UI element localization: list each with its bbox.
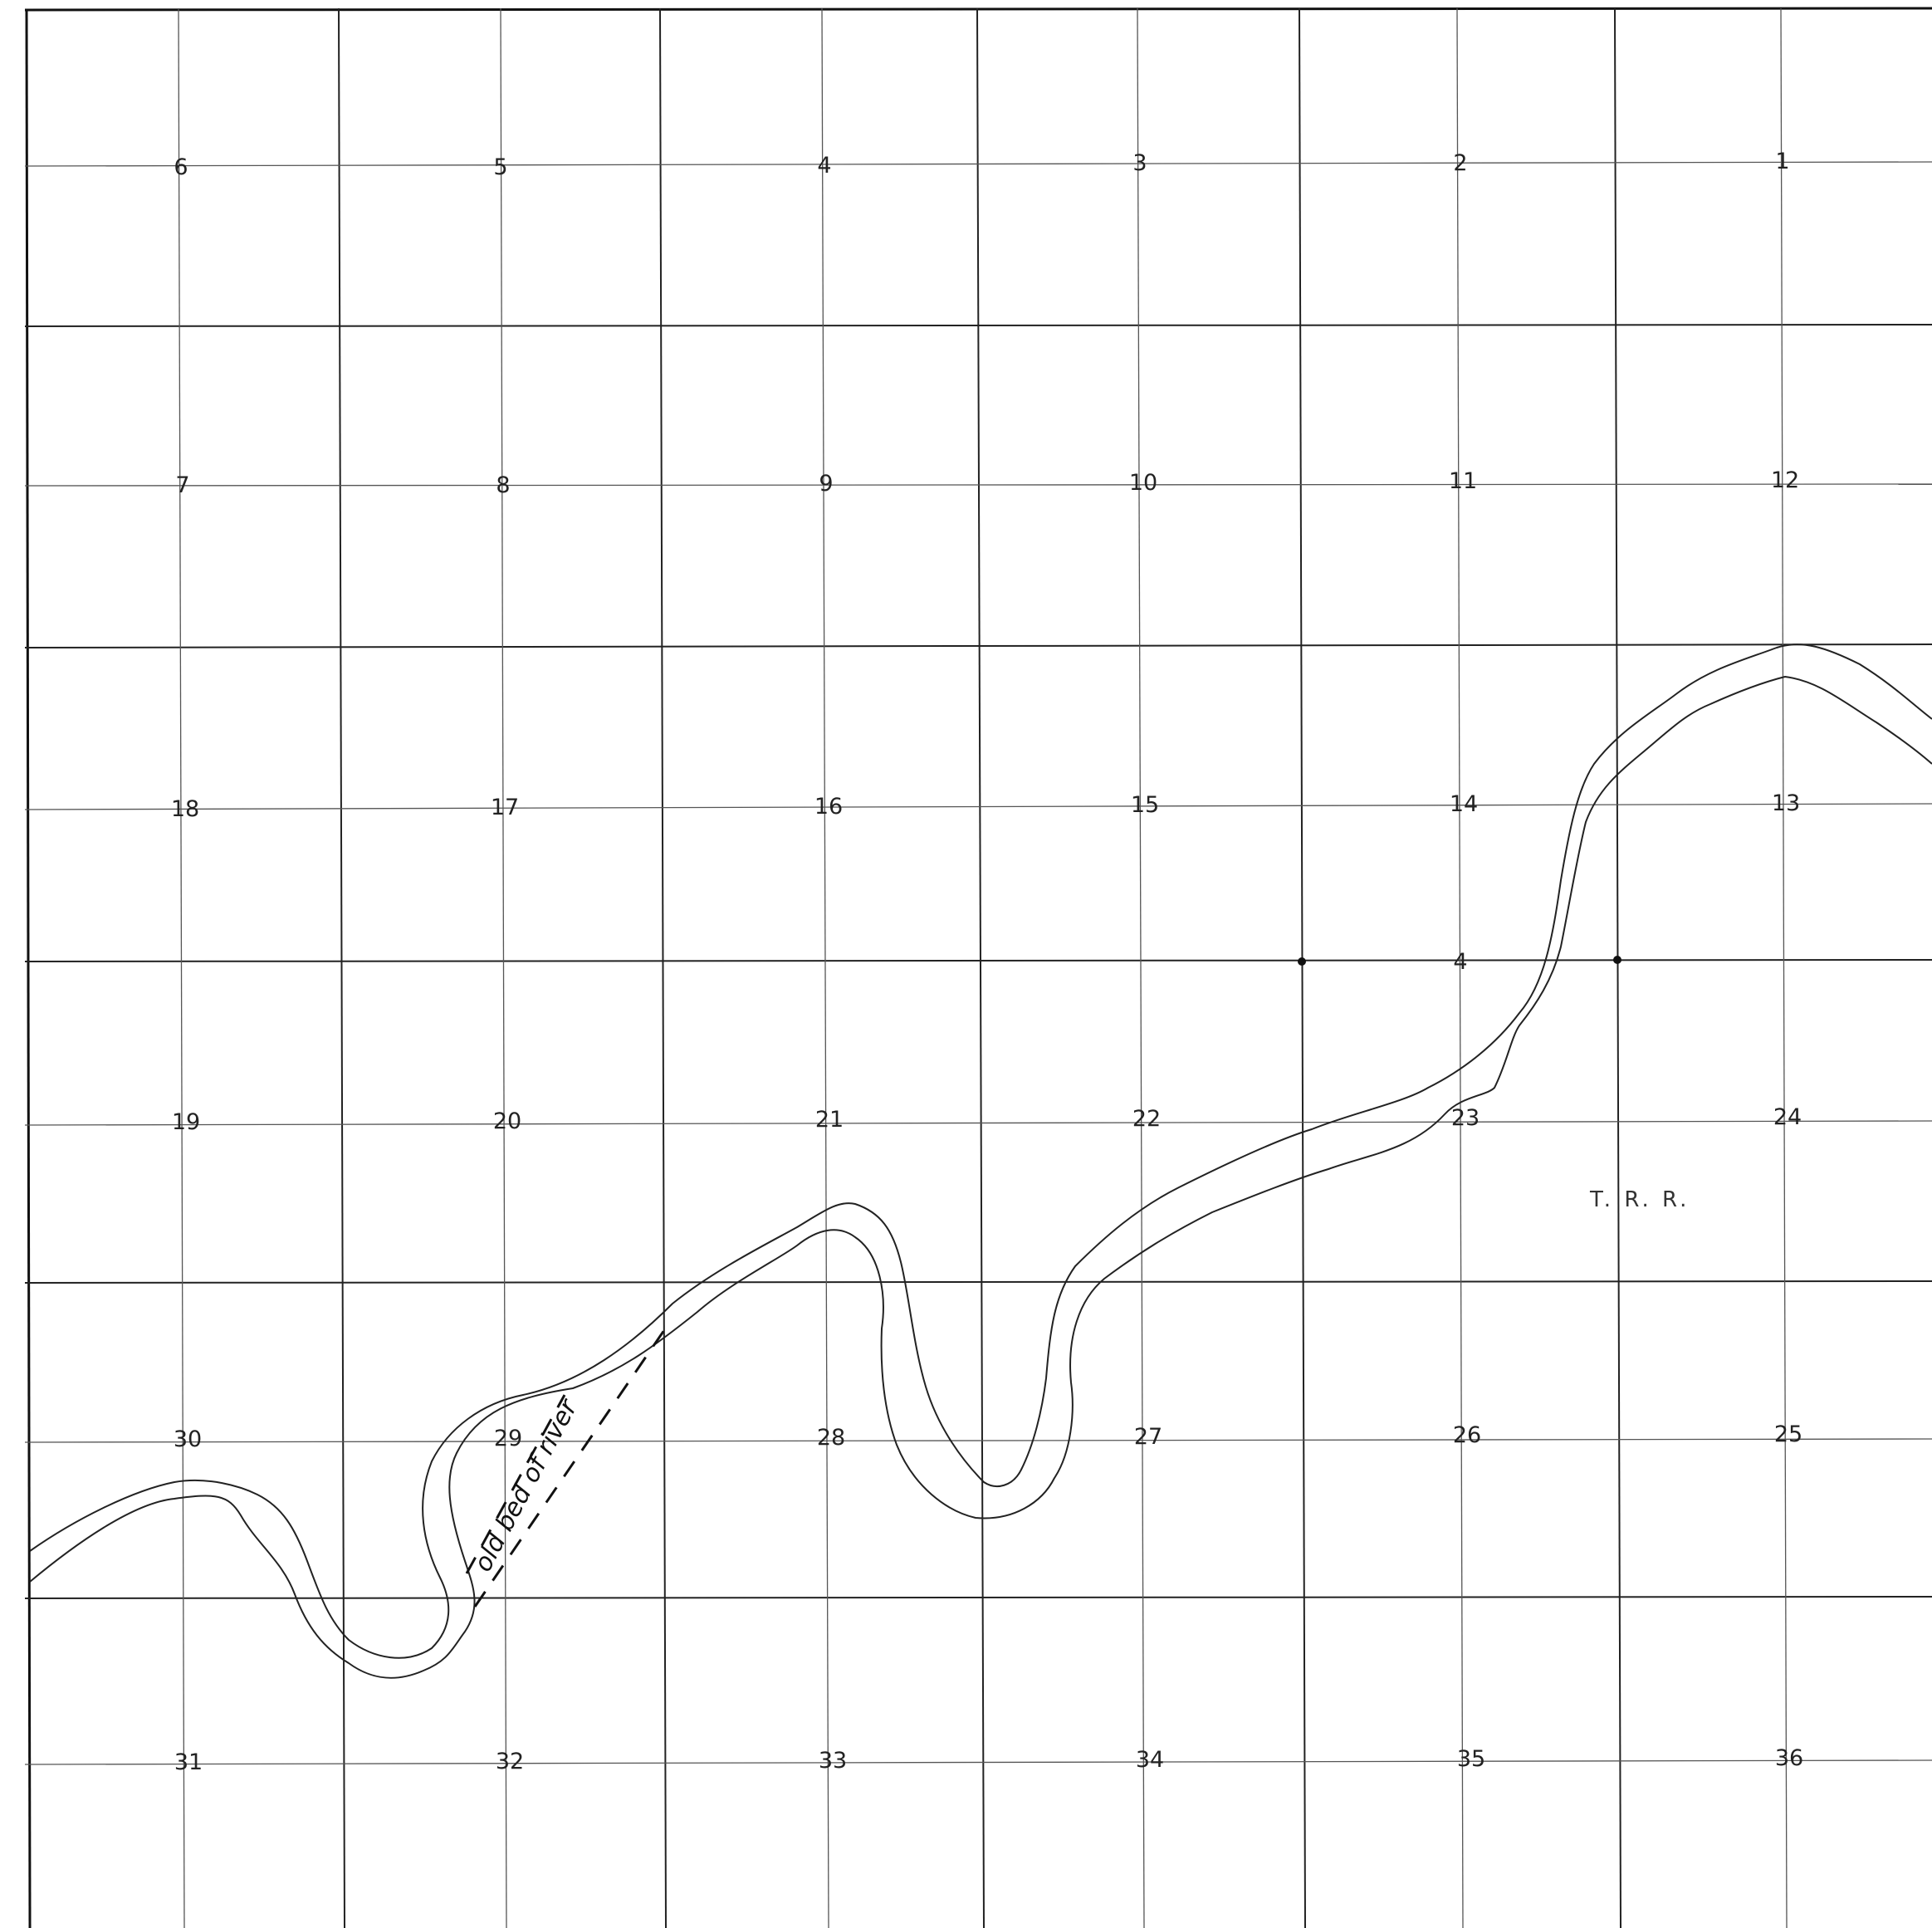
- old-river-bed-west: [465, 1394, 566, 1574]
- section-number: 36: [1775, 1745, 1803, 1771]
- section-lines: [24, 7, 1932, 1928]
- section-number: 35: [1457, 1746, 1485, 1772]
- section-number: 18: [171, 796, 199, 822]
- section-number: 33: [819, 1748, 847, 1774]
- section-number: 15: [1131, 792, 1159, 818]
- township-range-label: T. R. R.: [1589, 1187, 1690, 1212]
- section-number: 30: [174, 1426, 202, 1452]
- section-number: 17: [491, 795, 519, 820]
- old-river-bed-label: old bed of river: [468, 1394, 584, 1577]
- section-number: 3: [1132, 150, 1147, 176]
- section-number: 21: [815, 1107, 844, 1133]
- section-number: 2: [1453, 150, 1467, 176]
- section-number: 22: [1132, 1106, 1161, 1132]
- corner-marker: [1298, 957, 1306, 966]
- section-number: 8: [496, 472, 510, 498]
- corner-markers: [1298, 956, 1621, 966]
- river-south-bank: [29, 675, 1932, 1679]
- quarter-lines: [24, 7, 1932, 1928]
- section-number: 24: [1773, 1104, 1802, 1130]
- section-numbers: 6 5 4 3 2 1 7 8 9 10 11 12 18 17 16 15 1…: [171, 149, 1803, 1775]
- section-number: 6: [174, 154, 188, 180]
- section-number: 10: [1129, 470, 1157, 496]
- section-number: 23: [1451, 1105, 1480, 1131]
- section-number: 7: [175, 472, 189, 498]
- river-north-bank: [29, 643, 1932, 1659]
- section-number: 1: [1775, 149, 1789, 174]
- quarter-mark-label: 4: [1453, 949, 1467, 975]
- section-number: 9: [819, 471, 833, 497]
- section-number: 29: [494, 1426, 522, 1451]
- section-number: 28: [817, 1425, 845, 1451]
- section-number: 14: [1450, 791, 1478, 817]
- section-number: 5: [493, 154, 507, 180]
- section-number: 4: [817, 153, 831, 179]
- corner-marker: [1613, 956, 1621, 964]
- section-number: 11: [1449, 468, 1477, 494]
- section-number: 20: [493, 1108, 521, 1134]
- section-number: 13: [1772, 790, 1800, 816]
- section-number: 19: [172, 1109, 200, 1135]
- section-number: 34: [1136, 1747, 1164, 1773]
- section-number: 27: [1134, 1424, 1162, 1450]
- section-number: 31: [174, 1749, 203, 1775]
- section-number: 32: [496, 1749, 524, 1774]
- section-number: 12: [1771, 467, 1799, 493]
- river: [29, 643, 1932, 1679]
- section-number: 26: [1453, 1422, 1481, 1448]
- old-river-bed-east: [473, 1329, 666, 1607]
- section-number: 16: [814, 794, 843, 820]
- section-number: 25: [1774, 1422, 1802, 1447]
